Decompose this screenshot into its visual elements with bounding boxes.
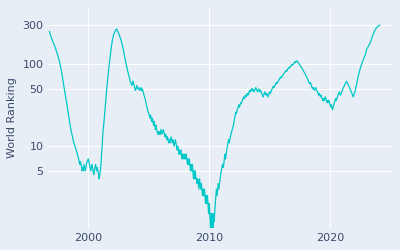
Y-axis label: World Ranking: World Ranking [7, 77, 17, 158]
